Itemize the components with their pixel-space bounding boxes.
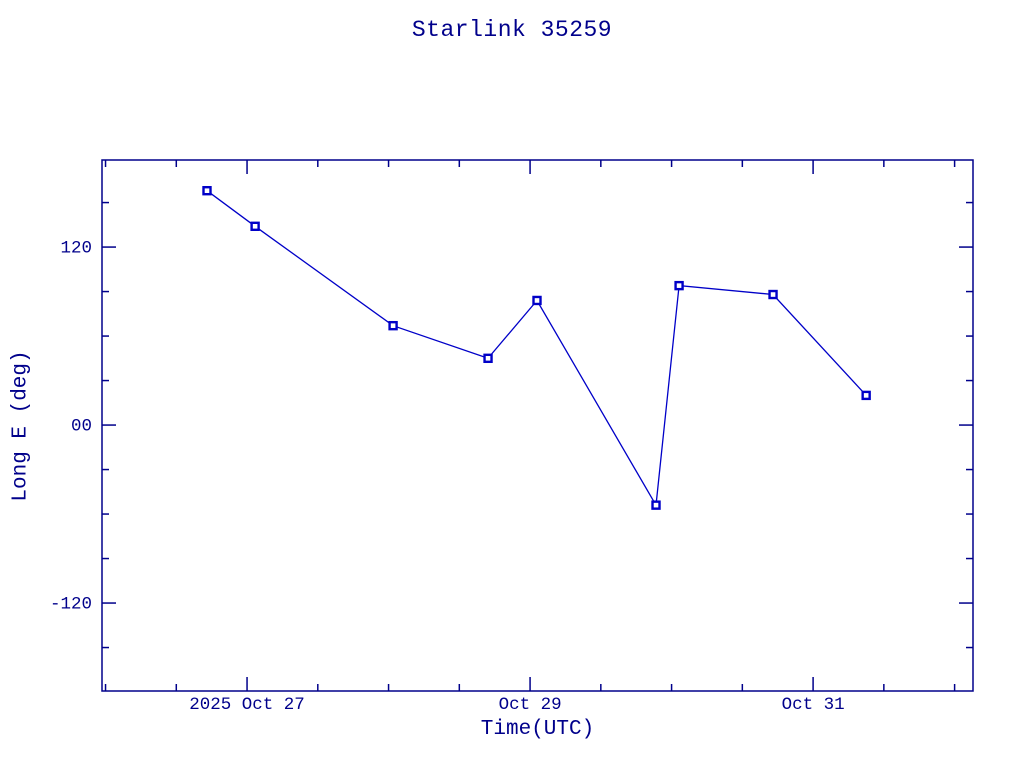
data-point-marker xyxy=(388,320,398,331)
x-tick-label: Oct 29 xyxy=(499,695,562,715)
data-point-marker xyxy=(768,289,778,300)
data-point-marker xyxy=(483,353,493,364)
data-point-marker xyxy=(532,295,542,306)
plot-frame xyxy=(101,159,974,692)
x-tick-label: 2025 Oct 27 xyxy=(189,695,305,715)
y-tick-label: -120 xyxy=(50,595,92,615)
data-point-marker xyxy=(861,390,871,401)
x-tick-label: Oct 31 xyxy=(782,695,845,715)
y-tick-label: 00 xyxy=(71,417,92,437)
chart-title: Starlink 35259 xyxy=(411,17,613,43)
y-tick-label: 120 xyxy=(60,239,92,259)
data-line xyxy=(206,190,867,508)
data-point-marker xyxy=(651,500,661,510)
data-point-marker xyxy=(674,280,684,291)
data-point-marker xyxy=(250,221,260,232)
data-point-marker xyxy=(202,186,212,196)
x-axis-title: Time(UTC) xyxy=(480,718,595,741)
